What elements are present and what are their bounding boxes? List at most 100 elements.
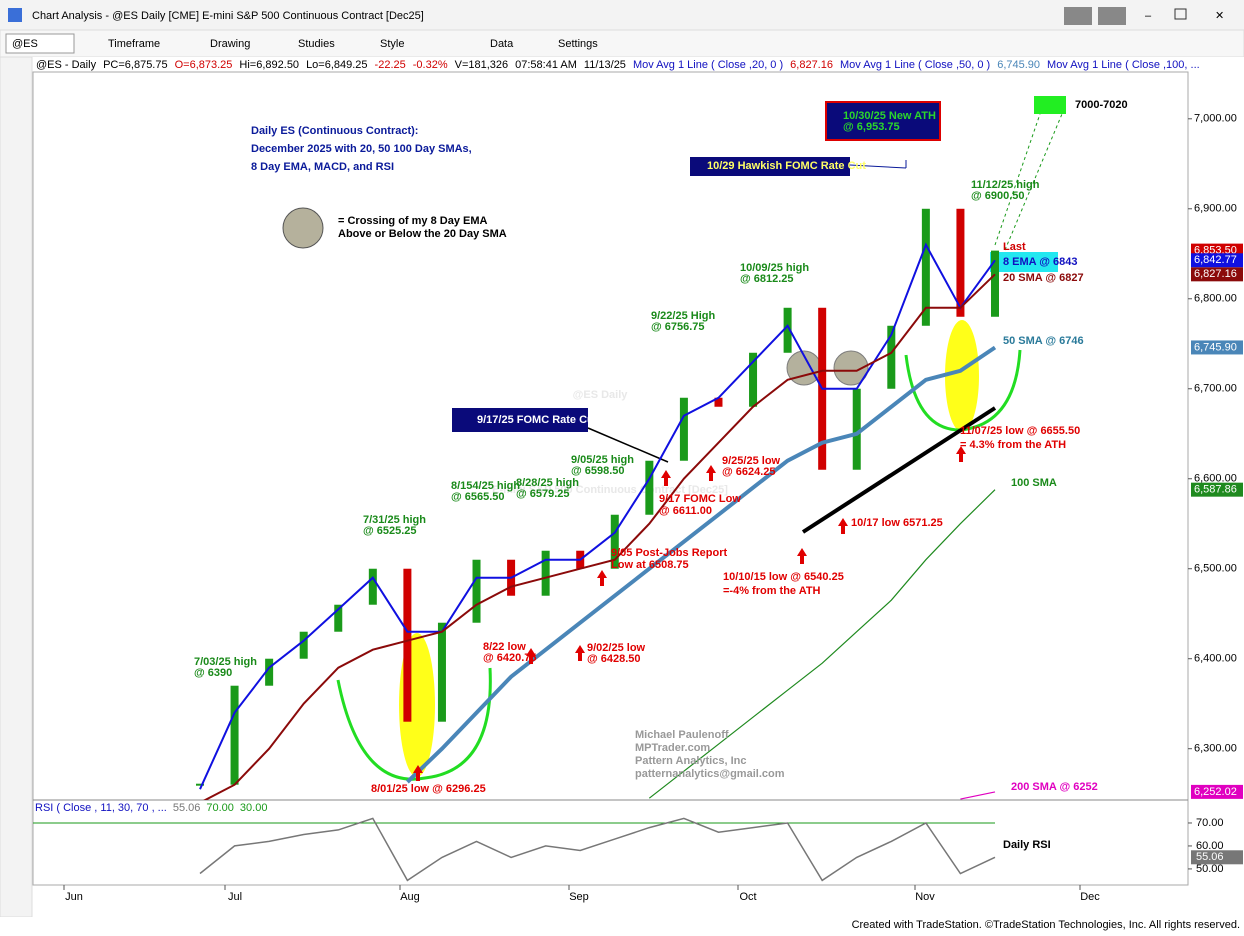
annotation: = 4.3% from the ATH xyxy=(960,439,1066,451)
title-bar xyxy=(0,0,1244,30)
candle xyxy=(645,460,654,515)
toolbar-item[interactable]: Data xyxy=(490,38,514,50)
status-field: Mov Avg 1 Line ( Close ,20, 0 ) xyxy=(633,59,783,71)
status-field: 07:58:41 AM xyxy=(515,59,577,71)
toolbar-item[interactable]: Style xyxy=(380,38,404,50)
arrow xyxy=(661,470,671,486)
candle xyxy=(472,559,481,623)
last-value-label: 6,587.86 xyxy=(1194,484,1237,496)
candle xyxy=(437,622,446,722)
annotation: 9/22/25 High xyxy=(651,310,715,322)
toolbar-item[interactable]: Settings xyxy=(558,38,598,50)
target-box xyxy=(1034,96,1066,114)
annotation: 8 EMA @ 6843 xyxy=(1003,256,1078,268)
annotation: December 2025 with 20, 50 100 Day SMAs, xyxy=(251,143,472,155)
series-line xyxy=(648,489,996,799)
candle xyxy=(956,208,965,317)
status-field: -22.25 xyxy=(375,59,406,71)
toolbar-item[interactable]: Studies xyxy=(298,38,335,50)
legend-marker xyxy=(282,207,324,249)
last-value-label: 55.06 xyxy=(1196,851,1224,863)
maximize[interactable] xyxy=(1174,8,1187,20)
annotation: @ 6624.25 xyxy=(722,466,776,478)
annotation: MPTrader.com xyxy=(635,742,710,754)
trend-line xyxy=(801,406,997,534)
annotation: Pattern Analytics, Inc xyxy=(635,755,746,767)
candle xyxy=(368,568,377,605)
y-tick-label: 70.00 xyxy=(1196,817,1224,829)
annotation: @ 6598.50 xyxy=(571,465,625,477)
series-line xyxy=(406,345,997,784)
status-field: Mov Avg 1 Line ( Close ,50, 0 ) xyxy=(840,59,990,71)
candle xyxy=(265,658,274,686)
footer: Created with TradeStation. ©TradeStation… xyxy=(852,919,1240,931)
annotation: 11/12/25 high xyxy=(971,179,1040,191)
series-layer xyxy=(196,208,999,800)
pointer-line xyxy=(587,427,669,463)
annotation: 9/17/25 FOMC Rate Cut xyxy=(477,414,598,426)
target-line xyxy=(1004,113,1063,251)
annotation: 8/22 low xyxy=(483,641,526,653)
annotation: 20 SMA @ 6827 xyxy=(1003,272,1084,284)
annotation: @ 6420.75 xyxy=(483,652,537,664)
last-value-label: 6,827.16 xyxy=(1194,268,1237,280)
rsi-header-value: 30.00 xyxy=(240,802,268,814)
status-field: Lo=6,849.25 xyxy=(306,59,367,71)
y-tick-label: 6,600.00 xyxy=(1194,473,1237,485)
candle xyxy=(714,397,723,407)
annotation: 50 SMA @ 6746 xyxy=(1003,335,1084,347)
series-line xyxy=(199,242,996,790)
symbol[interactable]: @ES xyxy=(12,38,38,50)
candle xyxy=(852,388,861,470)
last-value-label: 6,745.90 xyxy=(1194,341,1237,353)
annotation: 11/07/25 low @ 6655.50 xyxy=(960,425,1080,437)
annotation: @ 6756.75 xyxy=(651,321,705,333)
annotation: 10/09/25 high xyxy=(740,262,809,274)
pointer-line xyxy=(849,164,907,169)
y-tick-label: 6,500.00 xyxy=(1194,563,1237,575)
arrow xyxy=(706,465,716,481)
left-toolbar xyxy=(0,56,33,918)
candle xyxy=(541,550,550,596)
toolbar-item[interactable]: Drawing xyxy=(210,38,250,50)
app-icon xyxy=(8,8,22,22)
minimize[interactable]: – xyxy=(1145,10,1152,22)
status-field: PC=6,875.75 xyxy=(103,59,168,71)
candle xyxy=(196,783,204,786)
y-tick-label: 6,400.00 xyxy=(1194,653,1237,665)
template-button[interactable] xyxy=(1064,7,1092,25)
toolbar-item[interactable]: Timeframe xyxy=(108,38,160,50)
workspace-button[interactable] xyxy=(1098,7,1126,25)
annotation: @ 6525.25 xyxy=(363,525,417,537)
annotation: 10/29 Hawkish FOMC Rate Cut xyxy=(707,160,866,172)
annotation: 8/154/25 high xyxy=(451,480,520,492)
last-value-box xyxy=(1191,850,1243,865)
symbol-box[interactable] xyxy=(5,33,75,54)
rsi-header: RSI ( Close , 11, 30, 70 , ... xyxy=(35,802,167,814)
close[interactable]: ✕ xyxy=(1215,10,1224,22)
annotation: 7000-7020 xyxy=(1075,99,1128,111)
arrow xyxy=(956,446,966,462)
status-field: 6,745.90 xyxy=(997,59,1040,71)
last-value-label: 6,252.02 xyxy=(1194,786,1237,798)
annotation: = Crossing of my 8 Day EMA xyxy=(338,215,488,227)
annotation: 9/02/25 low xyxy=(587,642,646,654)
annotation: Last xyxy=(1003,241,1026,253)
last-value-box xyxy=(1191,267,1243,282)
target-line xyxy=(994,113,1041,246)
last-value-box xyxy=(1191,784,1243,799)
status-bar xyxy=(0,57,1244,72)
arrow xyxy=(797,548,807,564)
annotation: 9/05 Post-Jobs Report xyxy=(611,547,727,559)
series-line xyxy=(960,791,996,800)
candle xyxy=(403,568,412,722)
annotation: @ 6428.50 xyxy=(587,653,641,665)
annotation: @ 6611.00 xyxy=(659,505,712,517)
highlight-ellipse xyxy=(945,320,979,432)
y-tick-label: 6,700.00 xyxy=(1194,383,1237,395)
x-tick-label: Jul xyxy=(228,891,242,903)
x-tick-label: Dec xyxy=(1080,891,1100,903)
status-field: 6,827.16 xyxy=(790,59,833,71)
rsi-header-value: 70.00 xyxy=(206,802,234,814)
